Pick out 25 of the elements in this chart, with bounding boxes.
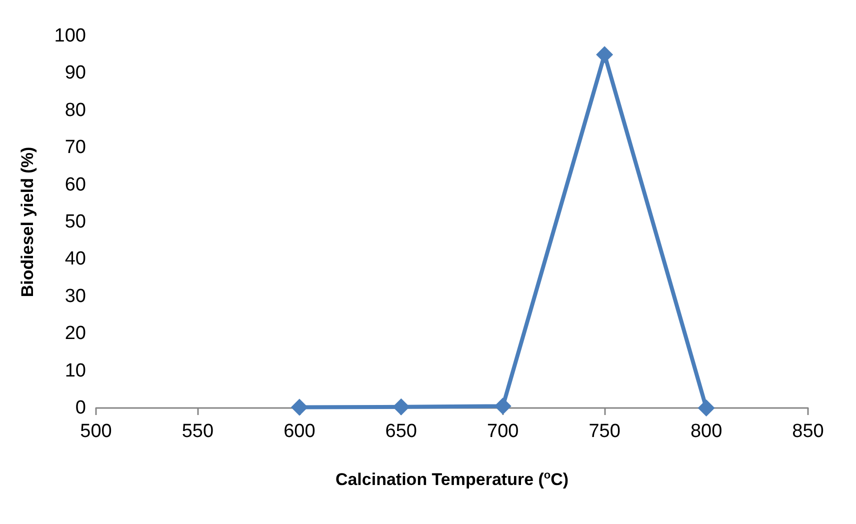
point: [392, 398, 410, 416]
y-tick-label: 40: [64, 248, 86, 270]
y-tick-label: 100: [54, 26, 86, 46]
x-tick-label: 500: [80, 421, 112, 442]
y-axis-title: Biodiesel yield (%): [18, 146, 37, 298]
y-tick-label: 30: [64, 286, 86, 307]
point: [494, 398, 512, 415]
x-tick-label: 700: [487, 421, 519, 442]
x-tick-label: 550: [182, 421, 214, 442]
x-tick-label: 850: [792, 421, 824, 442]
y-tick-label: 20: [64, 323, 86, 344]
y-tick-label: 80: [64, 100, 86, 121]
y-tick-label: 90: [64, 62, 86, 84]
y-tick-label: 60: [64, 174, 86, 196]
y-tick-label: 0: [75, 398, 86, 418]
point: [698, 400, 715, 416]
y-tick-label: 10: [64, 360, 86, 382]
y-tick-label: 70: [64, 137, 86, 158]
x-tick-label: 650: [385, 421, 417, 442]
y-tick-label: 50: [64, 212, 86, 232]
x-tick-label: 600: [284, 421, 316, 442]
point: [290, 398, 308, 416]
x-tick-label: 750: [588, 421, 620, 442]
x-tick-label: 800: [690, 421, 722, 442]
point: [596, 46, 614, 64]
